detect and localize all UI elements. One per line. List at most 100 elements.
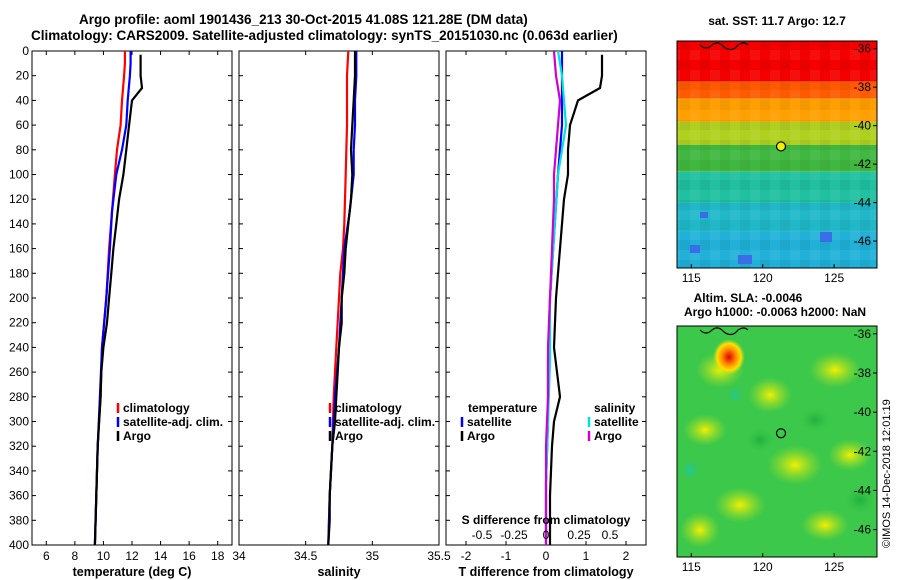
top-axis-tick-label: 0 [543,528,550,542]
series-argo [327,51,357,546]
depth-tick-label: 320 [9,439,29,453]
sla-high-anomaly [713,339,745,375]
top-axis-tick-label: 0.25 [567,528,591,542]
x-tick-label: 16 [182,549,196,563]
legend-label: Argo [123,429,151,443]
legend-label: Argo [594,429,622,443]
coastline [699,42,749,51]
sst-texture [677,41,877,268]
lat-tick-label: -36 [854,327,872,341]
depth-tick-label: 240 [9,340,29,354]
imos-timestamp: ©IMOS 14-Dec-2018 12:01:19 [881,399,893,548]
header-line-1: Argo profile: aoml 1901436_213 30-Oct-20… [79,12,528,27]
profile-location-marker [775,141,787,152]
lat-tick-label: -40 [854,405,872,419]
series-argo [93,54,144,546]
depth-tick-label: 260 [9,365,29,379]
sla-blob [809,352,861,388]
depth-tick-label: 280 [9,390,29,404]
x-axis-label: salinity [317,565,360,579]
x-tick-label: 1 [583,549,590,563]
x-tick-label: 35 [366,549,380,563]
x-tick-label: 6 [43,549,50,563]
x-tick-label: -2 [461,549,472,563]
depth-tick-label: 380 [9,513,29,527]
sla-blob [678,458,702,482]
sla-blob [842,484,878,516]
x-tick-label: 10 [97,549,111,563]
sla-blob [797,406,833,434]
legend-label: satellite-adj. clim. [335,415,435,429]
depth-tick-label: 100 [9,168,29,182]
depth-tick-label: 0 [22,44,29,58]
depth-tick-label: 360 [9,489,29,503]
depth-tick-label: 300 [9,415,29,429]
sst-map-layer [677,41,877,268]
depth-tick-label: 120 [9,192,29,206]
sst-title: sat. SST: 11.7 Argo: 12.7 [708,14,846,28]
legend-label: satellite-adj. clim. [123,415,223,429]
sst-cold-patch [690,245,700,253]
series-temperature-satellite [544,51,564,545]
x-axis-label: T difference from climatology [458,565,633,579]
depth-tick-label: 160 [9,242,29,256]
lat-tick-label: -42 [854,157,872,171]
depth-tick-label: 140 [9,217,29,231]
sla-blob [748,377,792,413]
sla-blob [767,445,823,485]
x-tick-label: 18 [211,549,225,563]
lon-tick-label: 125 [824,560,844,574]
sst-cold-patch [820,232,832,242]
lat-tick-label: -46 [854,523,872,537]
depth-tick-label: 80 [16,143,30,157]
plot-frame [31,50,233,546]
legend-label: satellite [594,415,639,429]
depth-tick-label: 20 [16,69,30,83]
depth-tick-label: 40 [16,93,30,107]
top-axis-tick-label: -0.5 [472,528,493,542]
sla-blob [828,439,872,471]
map-frame [676,325,878,558]
x-axis-label: temperature (deg C) [73,565,192,579]
depth-tick-label: 220 [9,316,29,330]
sla-subtitle: Argo h1000: -0.0063 h2000: NaN [684,305,866,319]
depth-tick-label: 60 [16,118,30,132]
depth-tick-label: 340 [9,464,29,478]
legend-label: Argo [467,429,495,443]
legend-title-salinity: salinity [594,401,636,415]
lon-tick-label: 120 [753,271,773,285]
x-tick-label: 12 [125,549,139,563]
series-temperature-argo [548,54,604,545]
x-tick-label: 2 [623,549,630,563]
lat-tick-label: -44 [854,483,872,497]
x-tick-label: 14 [154,549,168,563]
sst-cold-patch [700,212,708,218]
lon-tick-label: 115 [682,271,701,285]
sla-blob [725,385,745,405]
lat-tick-label: -38 [854,80,872,94]
lon-tick-label: 125 [824,271,844,285]
sla-blob [744,426,776,454]
sst-cold-patch [738,255,752,264]
top-axis-label: S difference from climatology [462,513,631,527]
x-tick-label: -1 [501,549,512,563]
sla-title: Altim. SLA: -0.0046 [694,291,803,305]
series-salinity-argo [544,50,562,545]
legend-label: Argo [335,429,363,443]
x-tick-label: 0 [543,549,550,563]
depth-tick-label: 400 [9,538,29,552]
legend-label: climatology [123,401,190,415]
legend-label: satellite [467,415,512,429]
legend-label: climatology [335,401,402,415]
x-tick-label: 34.5 [294,549,318,563]
lat-tick-label: -36 [854,42,872,56]
x-tick-label: 35.5 [427,549,451,563]
sla-blob [714,487,766,523]
legend-title-temperature: temperature [468,401,538,415]
sla-map-layer [677,326,878,557]
coastline [699,327,749,336]
depth-tick-label: 200 [9,291,29,305]
lon-tick-label: 115 [682,560,701,574]
top-axis-tick-label: -0.25 [500,528,528,542]
